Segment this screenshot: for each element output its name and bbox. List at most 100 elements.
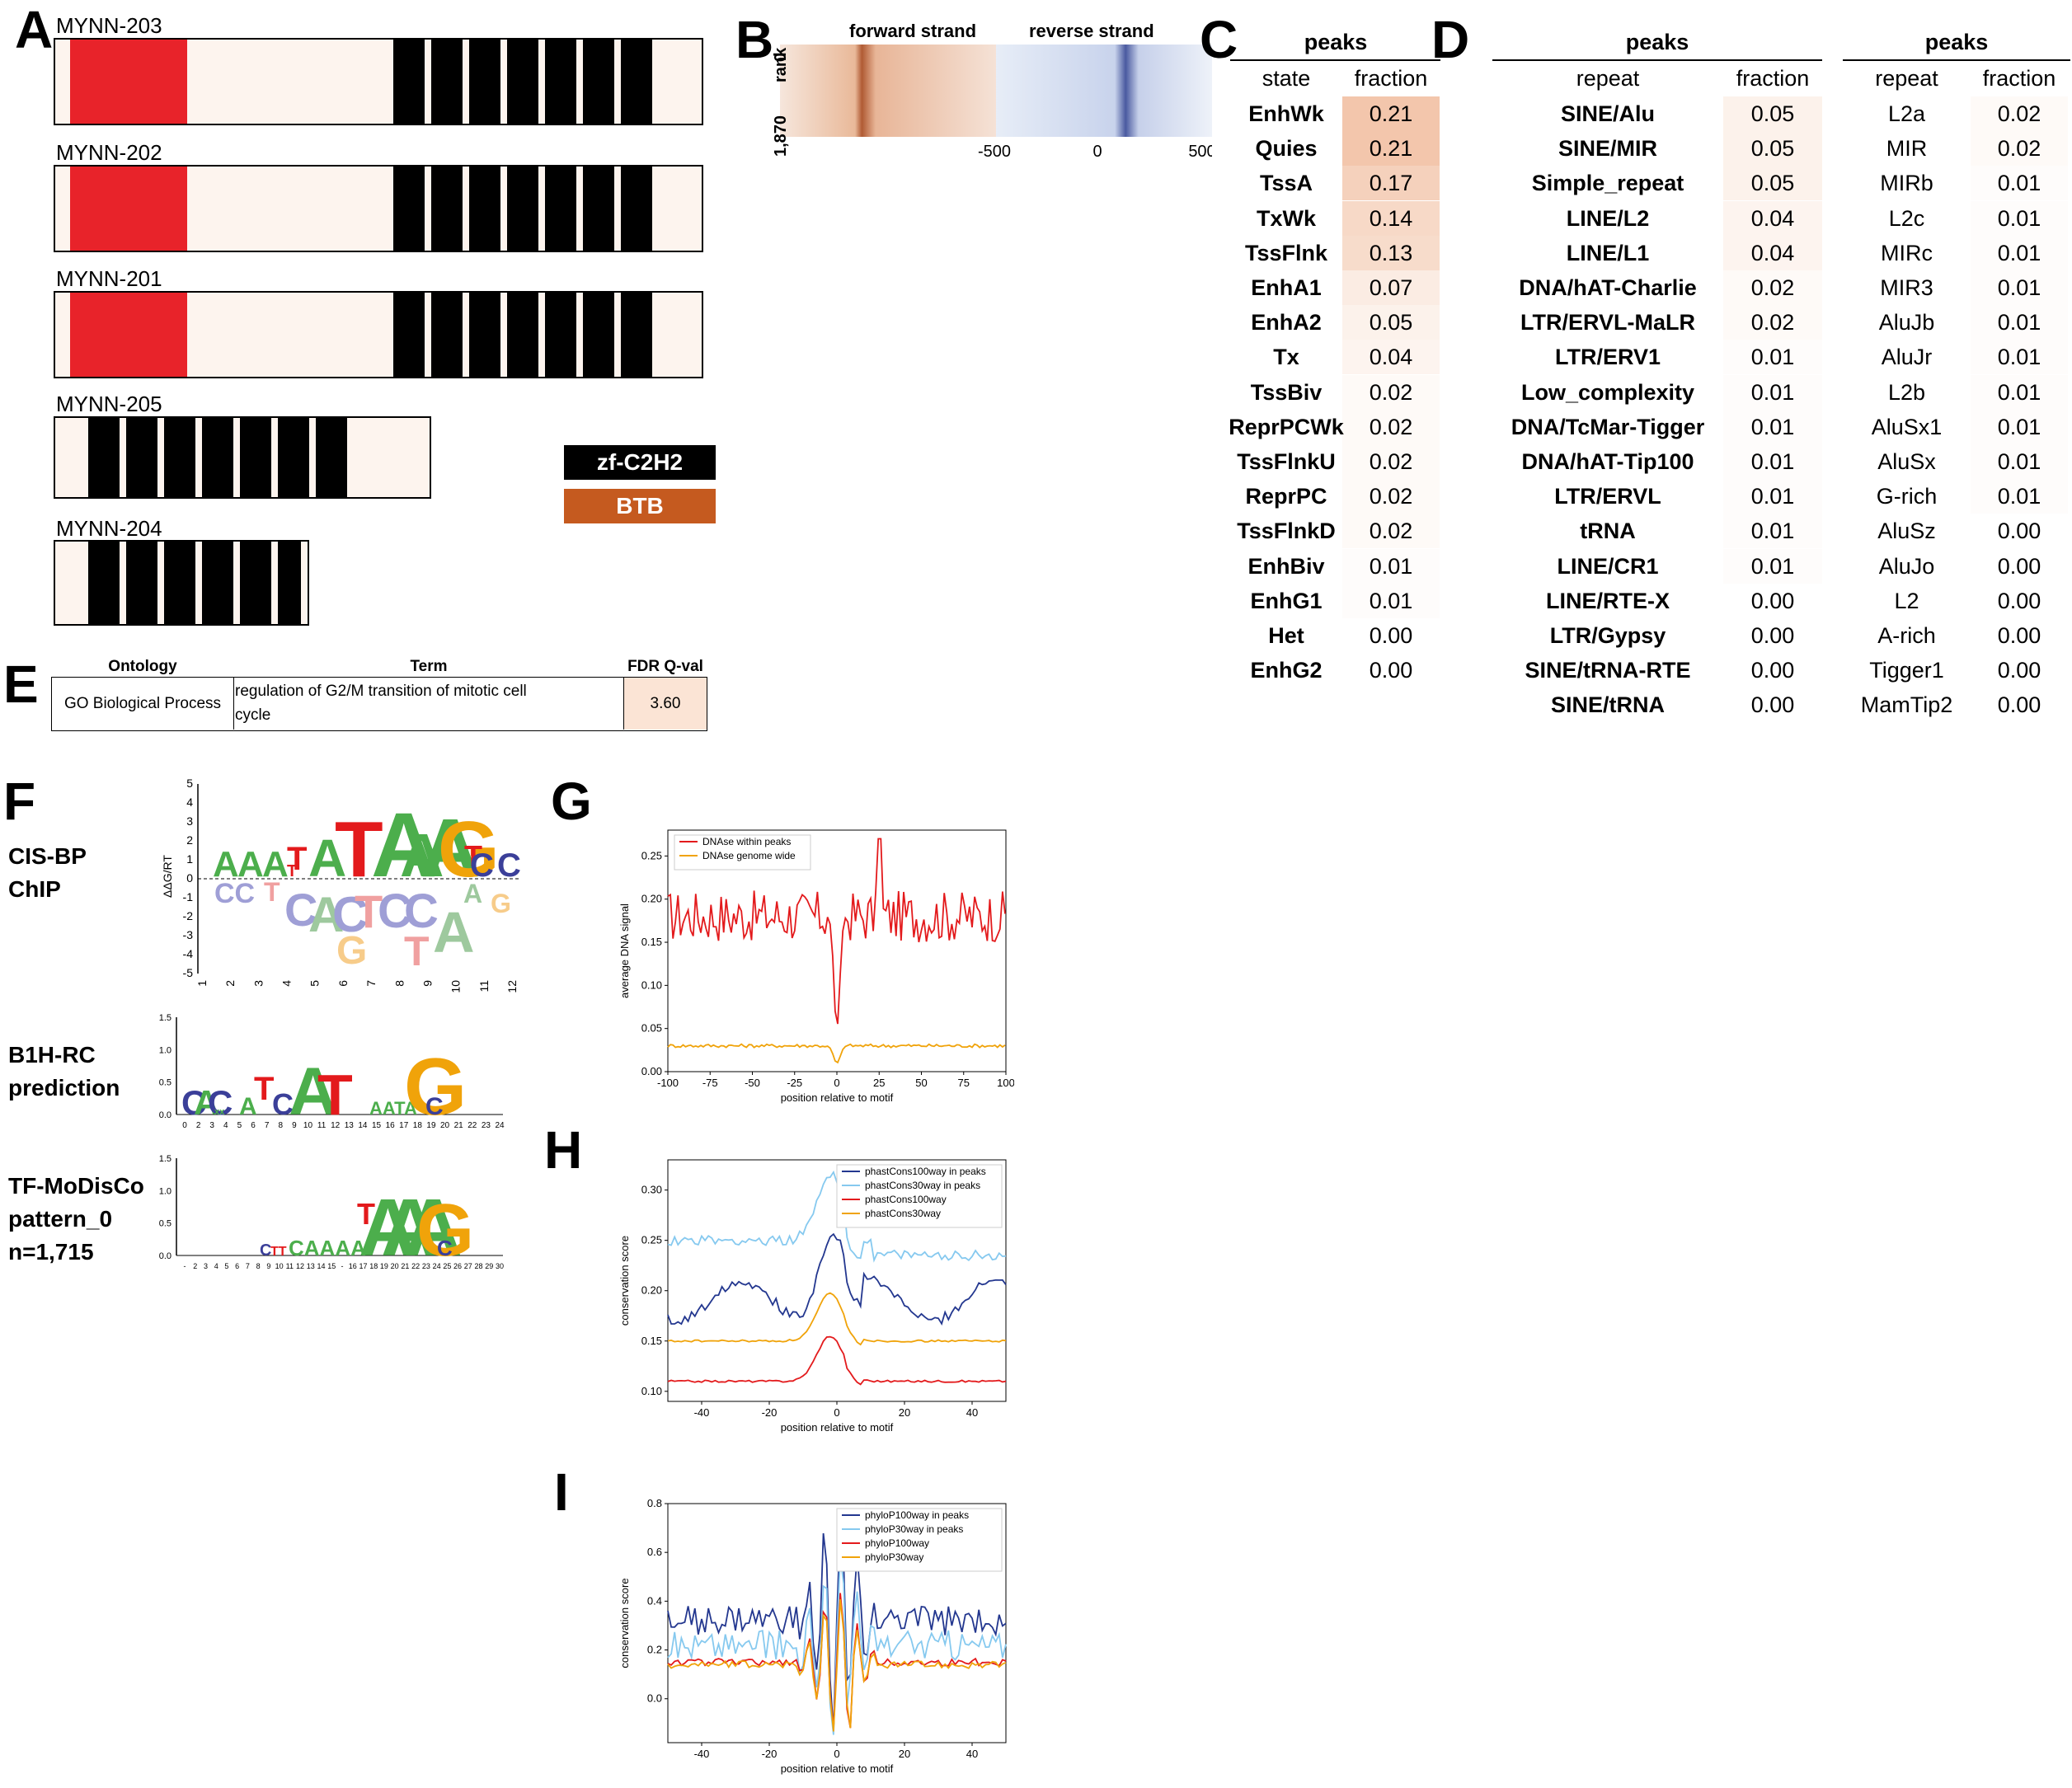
x-tick-label: 3 xyxy=(204,1262,208,1270)
column-header: Ontology xyxy=(108,658,177,675)
x-tick-label: 6 xyxy=(336,980,350,987)
table-row-label: TssFlnk xyxy=(1244,240,1328,265)
table-row-label: Quies xyxy=(1255,136,1318,162)
logo-letter-c: C xyxy=(437,1236,453,1260)
y-tick-label: 0.0 xyxy=(647,1692,662,1705)
table-row-label: L2b xyxy=(1887,379,1926,405)
y-tick-label: 0.10 xyxy=(641,1385,662,1397)
column-header: FDR Q-val xyxy=(627,658,703,675)
logo-letter-t: T xyxy=(254,1071,274,1107)
logo-letter-c: C xyxy=(497,847,521,884)
motif-label-line: B1H-RC xyxy=(8,1042,96,1068)
zf-domain xyxy=(621,167,652,251)
column-header: fraction xyxy=(1982,66,2056,91)
x-tick-label: 1 xyxy=(195,980,209,987)
x-tick-label: 17 xyxy=(399,1121,409,1130)
table-row-label: SINE/Alu xyxy=(1560,101,1655,126)
panel-label-e: E xyxy=(3,655,39,714)
legend-entry: phastCons30way in peaks xyxy=(865,1180,980,1191)
table-row-value: 0.02 xyxy=(1342,374,1440,410)
x-tick-label: -25 xyxy=(787,1077,802,1089)
isoform-name: MYNN-205 xyxy=(56,392,162,416)
table-row-value: 0.01 xyxy=(1971,305,2068,340)
table-row-value: 0.00 xyxy=(1750,692,1795,718)
table-row-label: DNA/hAT-Charlie xyxy=(1519,275,1697,300)
logo-letter-t: T xyxy=(264,877,280,907)
logo-letter-a: A xyxy=(308,887,344,942)
logo-letter-t: T xyxy=(317,1063,353,1127)
table-row-value: 0.02 xyxy=(1723,305,1822,340)
table-row-label: tRNA xyxy=(1580,519,1636,544)
table-row-label: SINE/tRNA xyxy=(1550,692,1665,718)
table-row-label: Tx xyxy=(1273,345,1299,370)
table-row-label: LINE/L2 xyxy=(1566,205,1650,231)
x-tick-label: 29 xyxy=(485,1262,493,1270)
table-row-value: 0.01 xyxy=(1971,410,2068,444)
x-tick-label: 14 xyxy=(317,1262,326,1270)
table-row-value: 0.00 xyxy=(1997,658,2041,683)
legend-zf-c2h2: zf-C2H2 xyxy=(564,445,716,480)
x-tick-label: 4 xyxy=(214,1262,218,1270)
logo-letter-t: T xyxy=(464,839,482,873)
x-tick-label: 24 xyxy=(495,1121,505,1130)
table-row-label: TxWk xyxy=(1256,205,1316,231)
zf-domain xyxy=(88,542,120,624)
table-row-value: 0.01 xyxy=(1723,340,1822,374)
x-tick-label: 75 xyxy=(958,1077,970,1089)
x-tick-label: 40 xyxy=(966,1406,978,1419)
x-tick-label: 19 xyxy=(426,1121,436,1130)
x-tick-label: 28 xyxy=(475,1262,483,1270)
table-row-value: 0.01 xyxy=(1971,236,2068,270)
tfmodisco-motif-logo: 1.51.00.50.0- 2 3 4 5 6 7 8 9 10 11 12 13 14 15-16 17 18… xyxy=(159,1154,504,1273)
panel-label-c: C xyxy=(1200,10,1238,69)
logo-letter-t: T xyxy=(287,841,307,877)
logo-letter-a: A xyxy=(289,1054,337,1129)
series-line xyxy=(667,1556,1007,1735)
table-title: peaks xyxy=(1304,30,1368,54)
table-row-value: 0.04 xyxy=(1723,200,1822,236)
y-tick-label: 5 xyxy=(186,779,193,790)
reverse-strand-label: reverse strand xyxy=(1029,21,1154,41)
isoform-name: MYNN-202 xyxy=(56,140,162,165)
table-row-value: 0.02 xyxy=(1342,514,1440,549)
panel-label-g: G xyxy=(551,772,592,831)
table-row-label: Het xyxy=(1268,623,1304,648)
isoform-bar-201 xyxy=(54,291,703,378)
table-row-label: TssFlnkD xyxy=(1237,519,1336,544)
table-rule xyxy=(1230,59,1440,61)
logo-letter-g: G xyxy=(491,889,511,918)
table-row-value: 0.01 xyxy=(1342,584,1440,618)
logo-letter-a: A xyxy=(421,802,480,894)
logo-letter-a: A xyxy=(381,1182,439,1273)
table-row-value: 0.00 xyxy=(1750,658,1795,683)
table-row-value: 0.01 xyxy=(1971,340,2068,374)
table-row-value: 0.07 xyxy=(1342,270,1440,305)
x-tick-label: 9 xyxy=(266,1262,270,1270)
table-row-value: 0.01 xyxy=(1723,375,1822,410)
x-tick-label: 12 xyxy=(331,1121,341,1130)
table-row-value: 0.02 xyxy=(1971,96,2068,131)
isoform-name: MYNN-201 xyxy=(56,266,162,291)
motif-label-line: pattern_0 xyxy=(8,1206,113,1232)
table-row-value: 0.05 xyxy=(1723,96,1822,131)
x-tick-label: 26 xyxy=(453,1262,462,1270)
logo-letter-t: T xyxy=(404,928,430,974)
y-tick-label: -3 xyxy=(183,928,194,941)
reverse-heatmap xyxy=(996,45,1212,137)
x-tick-label: 16 xyxy=(349,1262,357,1270)
table-row-value: 0.01 xyxy=(1971,479,2068,514)
table-row-label: L2c xyxy=(1888,205,1925,231)
x-tick-label: 11 xyxy=(477,980,491,993)
x-tick-label: 2 xyxy=(223,980,237,987)
zf-domain xyxy=(431,293,463,377)
x-tick-label: 10 xyxy=(275,1262,284,1270)
zf-domain xyxy=(507,40,538,124)
x-tick-label: -20 xyxy=(762,1748,778,1760)
table-row-label: LINE/CR1 xyxy=(1557,553,1659,579)
zf-domain xyxy=(240,542,271,624)
y-tick-label: 0.25 xyxy=(641,849,662,861)
go-term-line: cycle xyxy=(235,706,271,724)
legend-frame xyxy=(836,1508,1003,1572)
logo-letter-a: A xyxy=(237,844,264,885)
y-tick-label: 0.8 xyxy=(647,1497,662,1509)
